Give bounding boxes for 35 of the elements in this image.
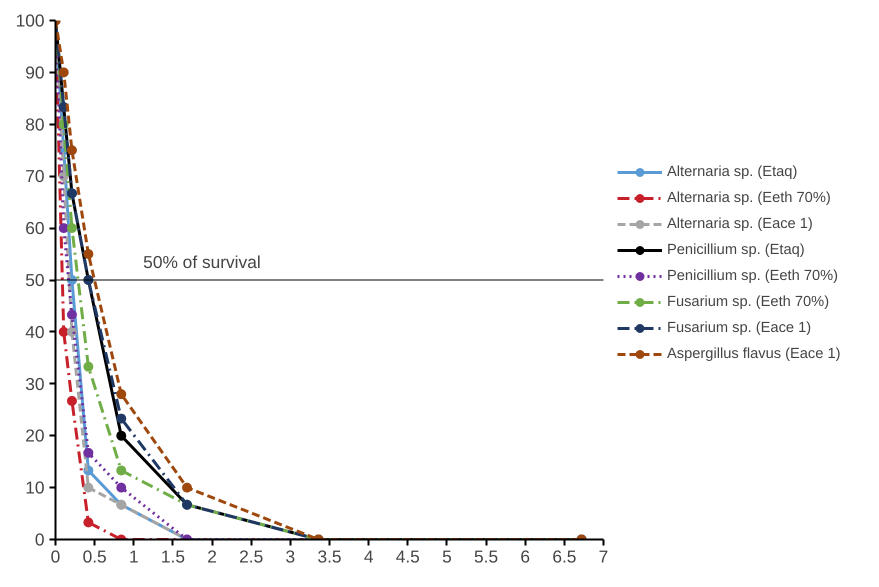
x-tick-label: 5.5	[474, 546, 498, 566]
x-tick-label: 4.5	[396, 546, 420, 566]
y-tick-label: 100	[16, 10, 45, 30]
x-tick-label: 3	[286, 546, 296, 566]
x-tick-label: 2	[207, 546, 217, 566]
x-tick-label: 3.5	[317, 546, 342, 566]
legend-label: Fusarium sp. (Eeth 70%)	[667, 294, 830, 310]
legend-label: Fusarium sp. (Eace 1)	[667, 320, 812, 336]
y-tick-label: 0	[34, 530, 45, 550]
x-tick-label: 0.5	[82, 546, 107, 566]
y-tick-label: 40	[25, 322, 45, 342]
legend-label: Alternaria sp. (Eeth 70%)	[667, 190, 831, 206]
legend-label: Aspergillus flavus (Eace 1)	[667, 346, 841, 362]
y-tick-label: 50	[25, 270, 45, 290]
y-tick-label: 80	[25, 114, 45, 134]
x-tick-label: 1	[128, 546, 139, 566]
y-tick-label: 60	[25, 218, 45, 238]
legend-label: Penicillium sp. (Etaq)	[667, 242, 805, 258]
x-tick-label: 1.5	[160, 546, 185, 566]
y-tick-label: 70	[25, 166, 45, 186]
x-tick-label: 7	[598, 546, 608, 566]
legend-label: Alternaria sp. (Etaq)	[667, 164, 798, 180]
x-tick-label: 4	[364, 546, 374, 566]
y-tick-label: 30	[25, 374, 45, 394]
legend-label: Penicillium sp. (Eeth 70%)	[667, 268, 838, 284]
legend-label: Alternaria sp. (Eace 1)	[667, 216, 813, 232]
y-tick-label: 20	[25, 426, 45, 446]
x-tick-label: 6	[520, 546, 530, 566]
y-tick-label: 10	[25, 478, 45, 498]
x-tick-label: 0	[50, 546, 60, 566]
y-tick-label: 90	[25, 62, 45, 82]
x-tick-label: 2.5	[239, 546, 264, 566]
x-tick-label: 6.5	[552, 546, 576, 566]
ref-line-label: 50% of survival	[143, 252, 261, 272]
x-tick-label: 5	[442, 546, 452, 566]
